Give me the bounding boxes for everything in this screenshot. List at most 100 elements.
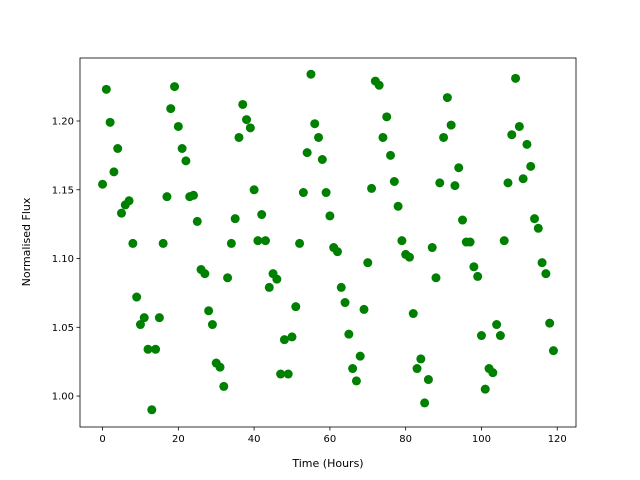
point xyxy=(226,238,236,248)
point xyxy=(105,117,115,127)
point xyxy=(530,214,540,224)
point xyxy=(522,139,532,149)
point xyxy=(302,148,312,158)
point xyxy=(162,192,172,202)
point xyxy=(393,201,403,211)
point xyxy=(166,104,176,114)
point xyxy=(469,262,479,272)
point xyxy=(336,282,346,292)
point xyxy=(545,318,555,328)
point xyxy=(495,331,505,341)
x-tick-label: 20 xyxy=(172,434,185,445)
point xyxy=(488,368,498,378)
point xyxy=(249,185,259,195)
point xyxy=(412,364,422,374)
point xyxy=(507,130,517,140)
point xyxy=(298,188,308,198)
point xyxy=(446,120,456,130)
point xyxy=(154,313,164,323)
point xyxy=(272,274,282,284)
point xyxy=(378,132,388,142)
x-tick-label: 40 xyxy=(248,434,261,445)
x-tick-label: 120 xyxy=(548,434,567,445)
point xyxy=(499,236,509,246)
point xyxy=(257,210,267,220)
point xyxy=(537,258,547,268)
point xyxy=(219,381,229,391)
point xyxy=(382,112,392,122)
point xyxy=(473,271,483,281)
x-tick-label: 60 xyxy=(324,434,337,445)
y-tick-label: 1.10 xyxy=(52,254,74,265)
point xyxy=(101,84,111,94)
point xyxy=(170,82,180,92)
point xyxy=(439,132,449,142)
point xyxy=(332,247,342,257)
point xyxy=(158,238,168,248)
point xyxy=(151,344,161,354)
x-tick-label: 0 xyxy=(99,434,105,445)
point xyxy=(548,346,558,356)
point xyxy=(389,177,399,187)
point xyxy=(344,329,354,339)
point xyxy=(442,93,452,103)
point xyxy=(321,188,331,198)
point xyxy=(450,181,460,191)
x-axis-label: Time (Hours) xyxy=(291,457,363,470)
point xyxy=(533,223,543,233)
point xyxy=(492,320,502,330)
point xyxy=(363,258,373,268)
point xyxy=(276,369,286,379)
y-tick-label: 1.00 xyxy=(52,392,74,403)
point xyxy=(325,211,335,221)
plot-frame xyxy=(79,57,577,428)
point xyxy=(245,123,255,133)
x-tick-label: 80 xyxy=(399,434,412,445)
point xyxy=(348,364,358,374)
point xyxy=(124,196,134,206)
point xyxy=(367,183,377,193)
point xyxy=(242,115,252,125)
point xyxy=(287,332,297,342)
point xyxy=(423,375,433,385)
point xyxy=(253,236,263,246)
point xyxy=(188,190,198,200)
point xyxy=(397,236,407,246)
point xyxy=(386,150,396,160)
point xyxy=(128,238,138,248)
point xyxy=(511,73,521,83)
point xyxy=(98,179,108,189)
point xyxy=(420,398,430,408)
point xyxy=(503,178,513,188)
point xyxy=(295,238,305,248)
point xyxy=(109,167,119,177)
point xyxy=(476,331,486,341)
point xyxy=(435,178,445,188)
point xyxy=(355,351,365,361)
point xyxy=(454,163,464,173)
y-tick-label: 1.15 xyxy=(52,185,74,196)
point xyxy=(279,335,289,345)
y-tick-label: 1.05 xyxy=(52,323,74,334)
point xyxy=(431,273,441,283)
point xyxy=(359,304,369,314)
point xyxy=(480,384,490,394)
point xyxy=(192,216,202,226)
point xyxy=(181,156,191,166)
point xyxy=(116,208,126,218)
point xyxy=(238,99,248,109)
point xyxy=(416,354,426,364)
y-axis-label: Normalised Flux xyxy=(20,197,33,286)
point xyxy=(283,369,293,379)
point xyxy=(317,154,327,164)
point xyxy=(514,121,524,131)
point xyxy=(207,320,217,330)
point xyxy=(427,243,437,253)
point xyxy=(465,237,475,247)
point xyxy=(139,313,149,323)
point xyxy=(135,320,145,330)
point xyxy=(204,306,214,316)
x-tick-label: 100 xyxy=(472,434,491,445)
point xyxy=(113,143,123,153)
point xyxy=(177,143,187,153)
